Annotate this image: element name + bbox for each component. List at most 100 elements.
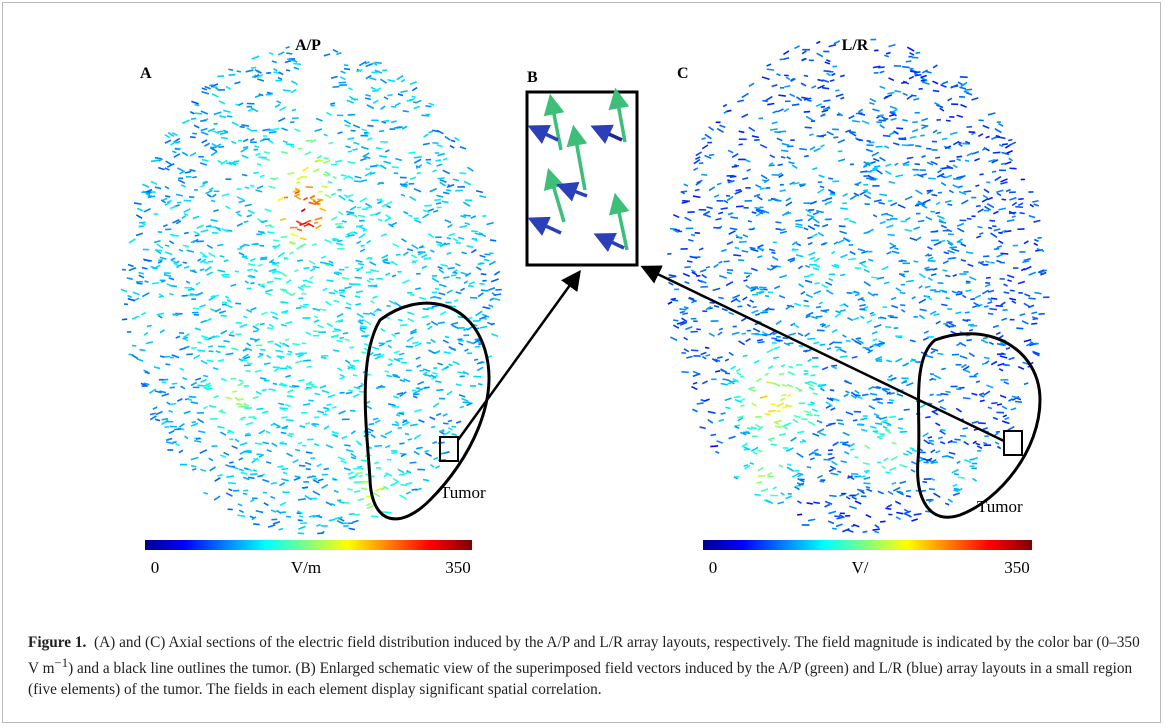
field-vector [969,277,976,280]
field-vector [902,120,907,121]
field-vector [265,293,271,295]
field-vector [732,332,739,334]
field-vector [875,423,882,424]
field-vector [245,187,249,188]
field-vector [440,180,447,182]
field-vector [432,373,437,374]
field-vector [933,269,937,270]
field-vector [201,361,208,364]
field-vector [426,162,431,164]
field-vector [978,134,983,137]
field-vector [307,477,312,478]
colorbar-unit: V/m [291,558,321,577]
field-vector [341,71,346,73]
field-vector [715,371,720,372]
field-vector [227,300,231,302]
field-vector [911,519,917,521]
field-vector [891,118,897,120]
field-vector [227,432,231,433]
field-vector [240,452,245,455]
field-vector [817,421,822,423]
field-vector [226,86,231,89]
field-vector [855,294,859,296]
panel-label: A [140,65,152,82]
field-vector [239,380,243,381]
field-vector [958,477,965,478]
field-vector [905,229,912,231]
field-vector [372,296,377,298]
field-vector [447,253,452,254]
field-vector [359,475,363,476]
field-vector [928,178,936,179]
color-bar [145,540,472,550]
field-vector [377,202,381,204]
field-vector [128,299,135,301]
field-vector [400,91,407,93]
field-vector [272,61,277,62]
field-vector [147,326,152,327]
field-vector [837,517,843,518]
field-vector [484,254,490,255]
field-vector [462,252,467,253]
field-vector [205,191,212,194]
field-vector [886,360,892,361]
field-vector [160,330,164,333]
field-vector [948,258,955,259]
field-vector [991,362,997,365]
field-vector [713,288,721,290]
field-vector [226,353,234,354]
field-vector [816,42,820,44]
field-vector [766,382,774,384]
field-vector [266,94,272,95]
field-vector [236,404,242,405]
field-vector [392,167,399,168]
field-vector [909,77,914,79]
field-vector [871,314,875,316]
field-vector [985,284,990,286]
field-vector [414,189,421,192]
field-vector [747,304,751,306]
field-vector [414,220,421,223]
field-vector [353,375,358,376]
field-vector [781,157,785,158]
field-vector [796,97,801,101]
field-vector [797,431,804,432]
field-vector [927,247,932,249]
field-vector [316,524,320,526]
field-vector [231,348,238,350]
field-vector [423,143,430,144]
field-vector [826,282,832,285]
field-vector [807,503,813,504]
field-vector [437,178,444,179]
field-vector [791,437,797,441]
field-vector [213,368,219,370]
field-vector [265,209,272,211]
field-vector [814,283,819,284]
field-vector [400,380,405,381]
field-vector [217,427,224,428]
field-vector [798,333,803,336]
field-vector [365,95,370,96]
field-vector [184,233,189,234]
field-vector [825,501,832,504]
field-vector [1029,216,1035,218]
field-vector [954,489,959,490]
field-vector [375,62,382,63]
field-vector [162,419,168,420]
field-vector [309,276,313,278]
field-vector [717,183,721,185]
field-vector [737,100,744,101]
field-vector [326,301,332,305]
field-vector [926,217,932,220]
field-vector [1005,418,1009,420]
field-vector [426,343,430,344]
field-vector [826,424,831,426]
field-vector [687,261,692,262]
field-vector [283,141,288,143]
field-vector [799,149,807,150]
field-vector [337,500,341,501]
field-vector [787,157,791,159]
field-vector [468,286,474,287]
field-vector [792,104,799,105]
field-vector [998,137,1005,138]
